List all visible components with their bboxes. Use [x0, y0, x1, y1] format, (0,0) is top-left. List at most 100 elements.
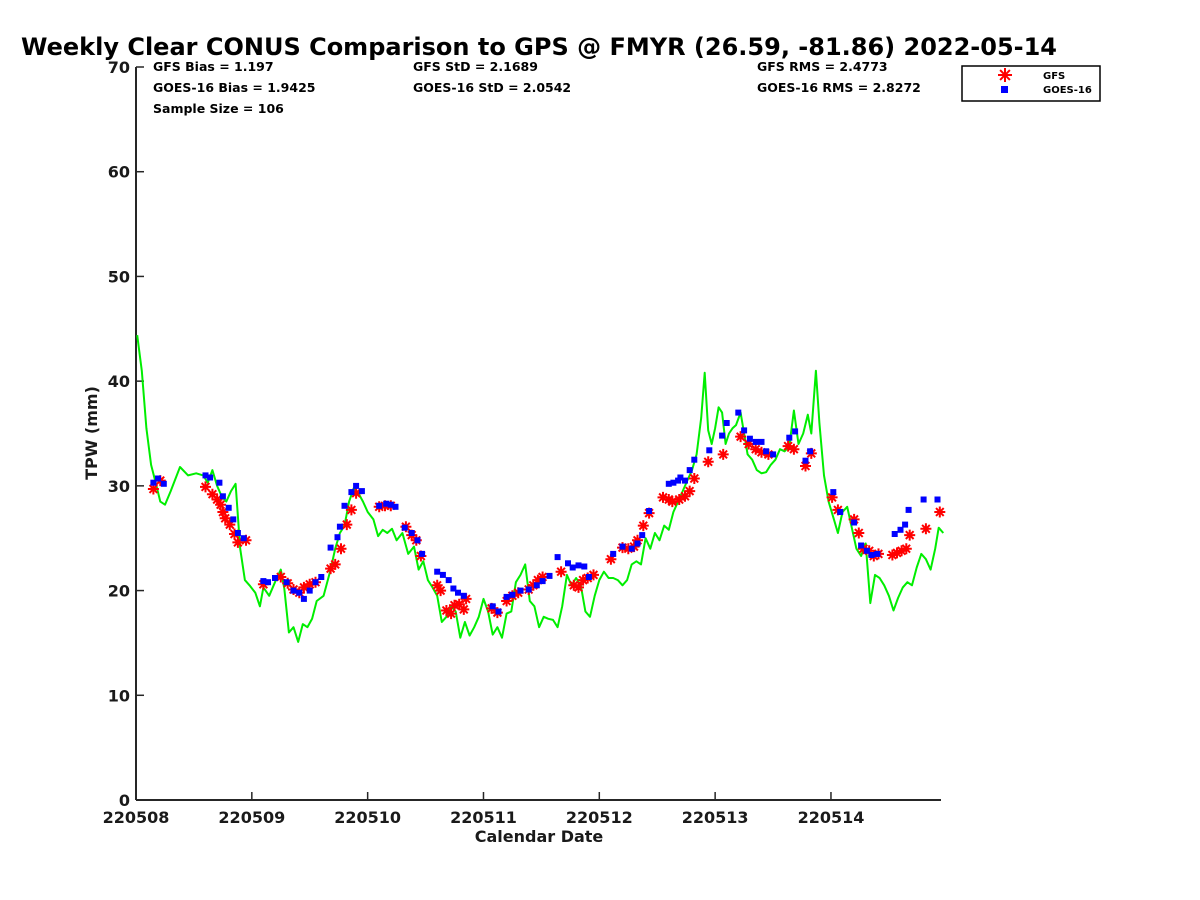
goes-16-point [414, 537, 421, 544]
gfs-point [688, 473, 700, 484]
gfs-point [345, 504, 357, 516]
legend-gfs-label: GFS [1043, 71, 1065, 82]
gfs-point [762, 448, 774, 460]
goes-16-point [830, 489, 837, 496]
legend-gfs-marker [998, 68, 1012, 82]
goes-16-point [150, 479, 157, 486]
gfs-point [743, 438, 755, 450]
goes-16-point [670, 479, 677, 486]
gfs-point [900, 543, 912, 555]
goes-16-point [802, 457, 809, 464]
goes-16-point [383, 500, 390, 507]
legend-box [961, 65, 1101, 102]
goes-16-point [920, 496, 927, 503]
goes-16-point [934, 496, 941, 503]
goes-16-point [450, 585, 457, 592]
goes-16-point [327, 544, 334, 551]
goes-16-point [897, 526, 904, 533]
y-tick-label: 0 [119, 791, 130, 810]
goes-16-point [792, 428, 799, 435]
legend-gfs-star [998, 68, 1012, 82]
x-tick-label: 220514 [798, 808, 865, 827]
gfs-point [206, 488, 218, 500]
goes-16-point [752, 438, 759, 445]
goes-16-point [160, 480, 167, 487]
gfs-point [350, 487, 362, 499]
gfs-point [298, 581, 310, 593]
y-tick-label: 70 [108, 58, 130, 77]
goes-16-point [234, 530, 241, 536]
y-tick-label: 40 [108, 372, 130, 391]
goes-16-point [408, 530, 415, 536]
goes-16-point [312, 579, 319, 586]
goes-16-point [272, 575, 278, 581]
gfs-point [335, 543, 347, 555]
goes-16-point [837, 509, 844, 515]
goes-16-point [610, 550, 617, 557]
goes-16-point [874, 550, 881, 557]
gfs-point [886, 549, 898, 561]
gfs-point [325, 563, 337, 575]
gfs-point [673, 494, 685, 505]
gfs-point [750, 443, 762, 455]
gfs-bias-stat: GFS Bias = 1.197 [153, 59, 274, 74]
gfs-point [458, 603, 470, 615]
goes-16-point [569, 564, 576, 571]
y-tick-label: 30 [108, 477, 130, 496]
goes-16-point [495, 608, 502, 615]
chart-title: Weekly Clear CONUS Comparison to GPS @ F… [21, 33, 1057, 61]
goes-16-point [585, 574, 592, 580]
goes-16-point [225, 504, 232, 511]
gfs-point [788, 443, 800, 455]
gfs-point [215, 499, 227, 511]
gfs-point [782, 440, 794, 452]
goes-16-point [202, 472, 209, 479]
goes-16-point [677, 474, 684, 481]
gfs-point [756, 446, 767, 458]
gfs-point [622, 543, 634, 555]
goes-16-point [686, 467, 693, 474]
goes-16-point [646, 508, 653, 514]
goes-16-point [851, 519, 858, 526]
gfs-rms-stat: GFS RMS = 2.4773 [757, 59, 888, 74]
goes-rms-stat: GOES-16 RMS = 2.8272 [757, 80, 921, 95]
goes-16-point [318, 574, 325, 580]
goes-16-point [723, 420, 730, 426]
sample-size-stat: Sample Size = 106 [153, 101, 284, 116]
goes-16-point [260, 578, 267, 585]
goes-16-point [675, 477, 682, 484]
goes-16-point [719, 432, 726, 439]
gfs-std-stat: GFS StD = 2.1689 [413, 59, 538, 74]
goes-16-point [539, 578, 546, 585]
goes-16-point [230, 516, 237, 523]
gfs-point [211, 494, 223, 505]
goes-16-point [533, 582, 540, 589]
goes-std-stat: GOES-16 StD = 2.0542 [413, 80, 571, 95]
gfs-point [304, 578, 316, 590]
gfs-point [577, 574, 589, 586]
goes-16-point [207, 474, 214, 481]
gfs-point [891, 547, 903, 559]
goes-16-point [891, 531, 898, 537]
gfs-point [896, 545, 908, 557]
gfs-point [232, 536, 244, 548]
goes-16-point [786, 434, 793, 441]
gfs-point [568, 579, 580, 591]
goes-16-point [306, 587, 313, 594]
gfs-point [588, 569, 599, 581]
goes-16-point [503, 593, 510, 600]
goes-16-point [439, 571, 446, 578]
goes-16-point [455, 589, 461, 596]
goes-16-point [619, 543, 626, 550]
gfs-point [435, 585, 447, 597]
gfs-point [853, 527, 865, 539]
x-tick-label: 220510 [334, 808, 401, 827]
gfs-point [735, 431, 747, 443]
y-tick-label: 50 [108, 267, 130, 286]
goes-16-point [763, 448, 770, 455]
gfs-point [200, 481, 211, 493]
gfs-point [679, 490, 691, 502]
gfs-point [920, 523, 932, 535]
gfs-point [329, 558, 341, 570]
